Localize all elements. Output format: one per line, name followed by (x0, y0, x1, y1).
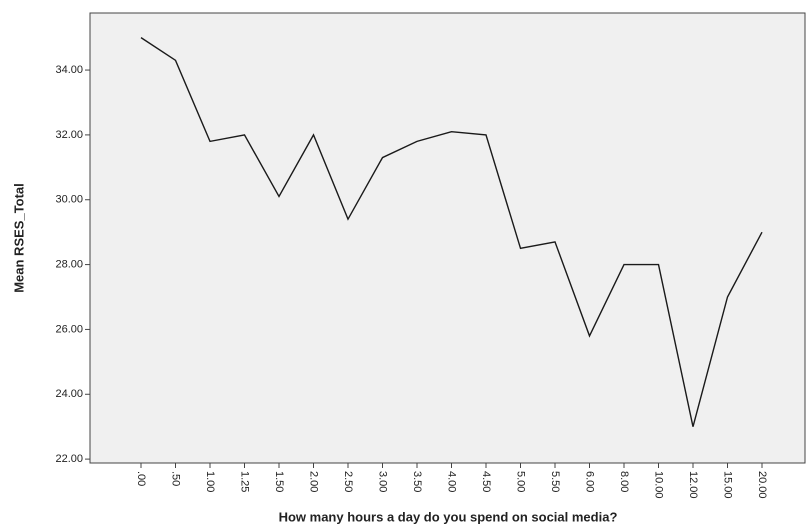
x-axis-title: How many hours a day do you spend on soc… (279, 509, 618, 524)
y-axis-title: Mean RSES_Total (11, 183, 26, 293)
x-tick-label: 1.25 (239, 471, 251, 492)
x-tick-label: 5.00 (515, 471, 527, 492)
x-tick-label: 10.00 (653, 471, 665, 499)
x-tick-label: 2.50 (342, 471, 354, 492)
plot-area (89, 12, 806, 464)
x-tick-label: 2.00 (308, 471, 320, 492)
x-tick-label: 20.00 (756, 471, 768, 499)
x-tick-label: 1.00 (204, 471, 216, 492)
x-tick-label: .50 (170, 471, 182, 486)
x-tick-label: 4.50 (480, 471, 492, 492)
y-tick-label: 30.00 (55, 194, 83, 206)
y-tick-label: 32.00 (55, 129, 83, 141)
x-tick-label: 5.50 (549, 471, 561, 492)
x-tick-label: 4.00 (446, 471, 458, 492)
x-tick-label: 12.00 (687, 471, 699, 499)
data-line (140, 37, 763, 427)
x-tick-label: 1.50 (273, 471, 285, 492)
y-tick-label: 28.00 (55, 258, 83, 270)
y-tick-label: 26.00 (55, 323, 83, 335)
y-tick-label: 22.00 (55, 453, 83, 465)
y-tick-label: 34.00 (55, 64, 83, 76)
y-tick-label: 24.00 (55, 388, 83, 400)
x-tick-label: .00 (135, 471, 147, 486)
x-tick-label: 15.00 (722, 471, 734, 499)
x-tick-label: 3.50 (411, 471, 423, 492)
x-tick-label: 8.00 (618, 471, 630, 492)
x-tick-label: 3.00 (377, 471, 389, 492)
x-tick-label: 6.00 (584, 471, 596, 492)
